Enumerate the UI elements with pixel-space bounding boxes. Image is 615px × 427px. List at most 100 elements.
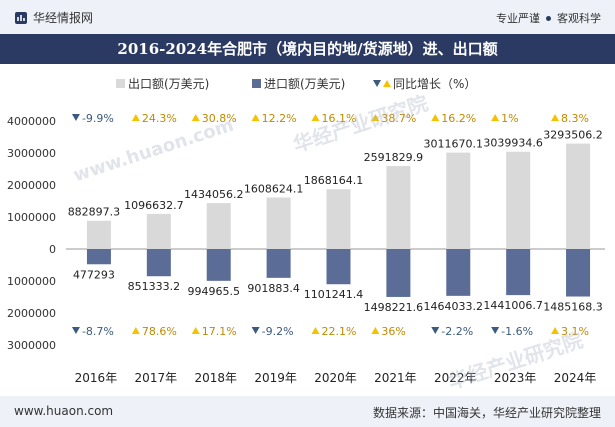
import-bar <box>386 249 411 297</box>
export-growth-label: 12.2% <box>262 112 297 125</box>
export-growth-up-arrow-icon <box>191 114 200 121</box>
import-value-label: 1101241.4 <box>304 288 364 301</box>
import-bar <box>446 249 471 296</box>
chart: 出口额(万美元) 进口额(万美元) 同比增长（%） 4000000 3000000 200… <box>7 77 605 385</box>
y-tick-label: 2000000 <box>7 307 56 320</box>
export-growth-up-arrow-icon <box>251 114 260 121</box>
export-growth-label: -9.9% <box>82 112 114 125</box>
export-growth-up-arrow-icon <box>551 114 560 121</box>
export-value-label: 3039934.6 <box>483 137 543 150</box>
x-category-label: 2017年 <box>135 371 178 385</box>
export-growth-up-arrow-icon <box>311 114 320 121</box>
import-growth-label: 22.1% <box>322 325 357 338</box>
export-growth-label: 30.8% <box>202 112 237 125</box>
export-bar <box>206 203 231 249</box>
export-growth-label: 38.7% <box>381 112 416 125</box>
x-category-label: 2021年 <box>374 371 417 385</box>
legend-down-arrow-icon <box>373 80 381 87</box>
export-growth-label: 24.3% <box>142 112 177 125</box>
export-value-label: 3293506.2 <box>543 129 603 142</box>
website-link[interactable]: www.huaon.com <box>14 404 114 418</box>
import-bar <box>206 249 231 281</box>
tagline: 专业严谨 客观科学 <box>496 10 601 26</box>
legend-export-swatch <box>116 79 125 88</box>
export-growth-label: 8.3% <box>561 112 589 125</box>
import-value-label: 901883.4 <box>247 282 300 295</box>
x-category-label: 2016年 <box>75 371 118 385</box>
x-category-label: 2024年 <box>554 371 597 385</box>
import-growth-down-arrow-icon <box>431 327 440 334</box>
export-bar <box>266 197 291 249</box>
import-bar <box>266 249 291 278</box>
export-growth-up-arrow-icon <box>131 114 140 121</box>
import-growth-up-arrow-icon <box>371 327 380 334</box>
export-value-label: 1868164.1 <box>304 174 364 187</box>
import-growth-label: -2.2% <box>441 325 473 338</box>
x-category-label: 2019年 <box>254 371 297 385</box>
footer: www.huaon.com 数据来源：中国海关，华经产业研究院整理 <box>0 396 615 427</box>
y-tick-label: 3000000 <box>7 339 56 352</box>
import-growth-label: -9.2% <box>262 325 294 338</box>
export-growth-up-arrow-icon <box>371 114 380 121</box>
import-bar <box>566 249 591 297</box>
import-growth-label: -8.7% <box>82 325 114 338</box>
data-source: 数据来源：中国海关，华经产业研究院整理 <box>372 406 601 420</box>
brand[interactable]: 华经情报网 <box>14 9 93 26</box>
import-growth-down-arrow-icon <box>251 327 260 334</box>
chart-title: 2016-2024年合肥市（境内目的地/货源地）进、出口额 <box>0 34 615 64</box>
export-value-label: 1434056.2 <box>184 188 244 201</box>
y-tick-label: 2000000 <box>7 179 56 192</box>
export-bar <box>566 143 591 249</box>
import-value-label: 1498221.6 <box>364 301 424 314</box>
x-category-label: 2022年 <box>434 371 477 385</box>
tagline-1: 专业严谨 <box>496 12 540 25</box>
import-growth-up-arrow-icon <box>191 327 200 334</box>
import-bar <box>86 249 111 265</box>
import-growth-down-arrow-icon <box>71 327 80 334</box>
export-bar <box>386 166 411 249</box>
import-growth-label: 78.6% <box>142 325 177 338</box>
export-value-label: 1096632.7 <box>124 199 184 212</box>
import-value-label: 1441006.7 <box>483 299 543 312</box>
brand-logo-icon <box>15 11 27 24</box>
import-growth-down-arrow-icon <box>491 327 500 334</box>
export-value-label: 2591829.9 <box>364 151 424 164</box>
export-bar <box>326 189 351 249</box>
y-tick-label: 4000000 <box>7 115 56 128</box>
import-bar <box>326 249 351 285</box>
export-growth-up-arrow-icon <box>431 114 440 121</box>
export-value-label: 1608624.1 <box>244 183 304 196</box>
export-growth-label: 1% <box>501 112 518 125</box>
import-value-label: 994965.5 <box>187 285 240 298</box>
import-growth-label: 17.1% <box>202 325 237 338</box>
top-bar: 华经情报网 专业严谨 客观科学 <box>0 0 615 34</box>
export-value-label: 3011670.1 <box>424 138 484 151</box>
legend-export-label: 出口额(万美元) <box>128 77 209 91</box>
y-tick-label: 1000000 <box>7 275 56 288</box>
legend-growth-label: 同比增长（%） <box>393 77 476 91</box>
export-bar <box>146 213 171 249</box>
export-bar <box>506 151 531 249</box>
legend-import-swatch <box>252 79 261 88</box>
import-growth-up-arrow-icon <box>551 327 560 334</box>
import-value-label: 1485168.3 <box>543 301 603 314</box>
y-tick-label: 1000000 <box>7 211 56 224</box>
tagline-2: 客观科学 <box>557 12 601 25</box>
import-value-label: 477293 <box>73 268 115 281</box>
import-growth-label: 36% <box>381 325 405 338</box>
export-bar <box>86 220 111 249</box>
y-tick-label: 3000000 <box>7 147 56 160</box>
import-value-label: 1464033.2 <box>424 300 484 313</box>
export-growth-up-arrow-icon <box>491 114 500 121</box>
export-growth-down-arrow-icon <box>71 114 80 121</box>
import-growth-up-arrow-icon <box>131 327 140 334</box>
x-category-label: 2020年 <box>314 371 357 385</box>
import-bar <box>146 249 171 277</box>
export-value-label: 882897.3 <box>68 206 121 219</box>
brand-name: 华经情报网 <box>33 11 94 25</box>
export-growth-label: 16.2% <box>441 112 476 125</box>
y-tick-label: 0 <box>49 243 56 256</box>
legend-up-arrow-icon <box>383 80 391 87</box>
import-growth-label: 3.1% <box>561 325 589 338</box>
export-growth-label: 16.1% <box>322 112 357 125</box>
